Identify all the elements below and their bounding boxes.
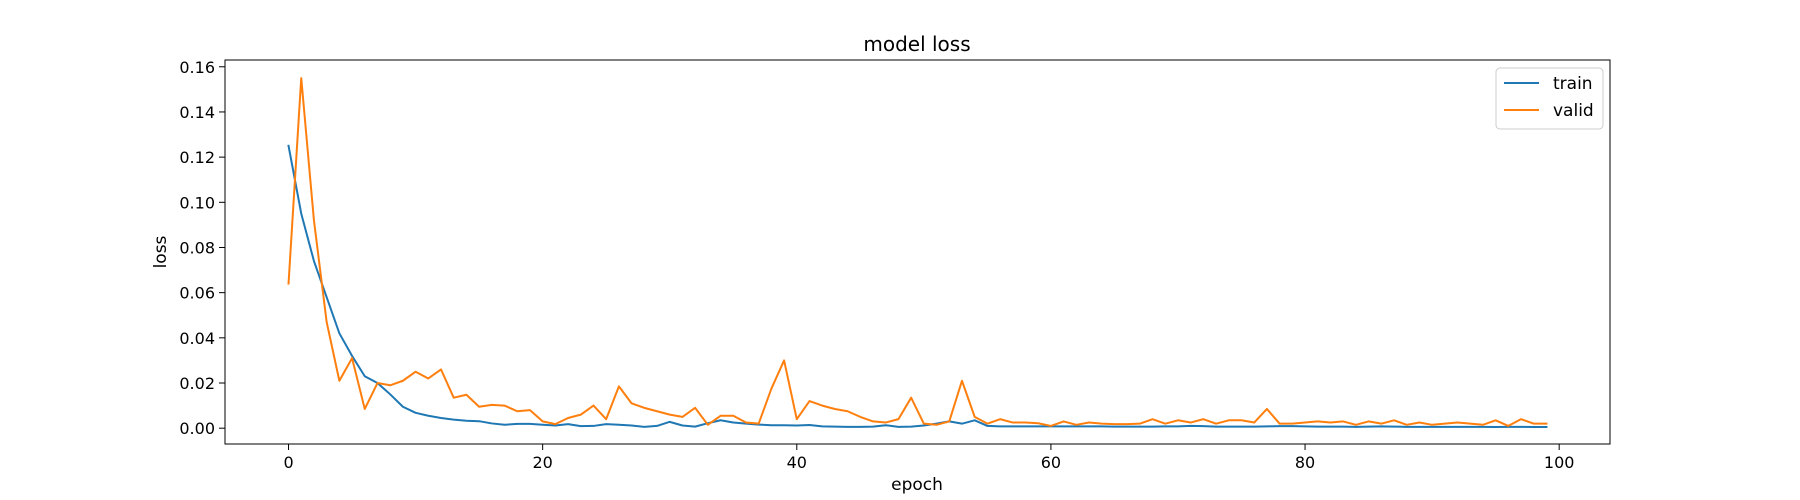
y-tick-label: 0.02 xyxy=(179,374,215,393)
series-line-valid xyxy=(287,77,1548,427)
y-tick-label: 0.10 xyxy=(179,193,215,212)
x-axis: 0 20 40 60 80 100 xyxy=(283,444,1574,472)
series-layer xyxy=(287,77,1548,429)
series-line-train xyxy=(287,144,1548,429)
x-tick-label: 40 xyxy=(787,453,807,472)
x-tick-label: 0 xyxy=(283,453,293,472)
legend: train valid xyxy=(1495,67,1604,130)
x-tick-label: 20 xyxy=(532,453,552,472)
y-tick-label: 0.06 xyxy=(179,284,215,303)
y-tick-label: 0.00 xyxy=(179,419,215,438)
x-tick-label: 60 xyxy=(1041,453,1061,472)
y-tick-label: 0.04 xyxy=(179,329,215,348)
y-tick-label: 0.08 xyxy=(179,238,215,257)
x-tick-label: 80 xyxy=(1295,453,1315,472)
y-axis-label: loss xyxy=(151,235,171,268)
y-tick-label: 0.16 xyxy=(179,58,215,77)
y-tick-label: 0.12 xyxy=(179,148,215,167)
x-axis-label: epoch xyxy=(891,475,943,495)
legend-label-train: train xyxy=(1553,74,1593,94)
y-tick-label: 0.14 xyxy=(179,103,215,122)
legend-label-valid: valid xyxy=(1553,101,1594,121)
plot-frame xyxy=(224,59,1611,445)
y-axis: 0.00 0.02 0.04 0.06 0.08 0.10 0.12 0.14 0.16 xyxy=(179,58,225,438)
chart-title: model loss xyxy=(863,32,970,56)
x-tick-label: 100 xyxy=(1544,453,1575,472)
